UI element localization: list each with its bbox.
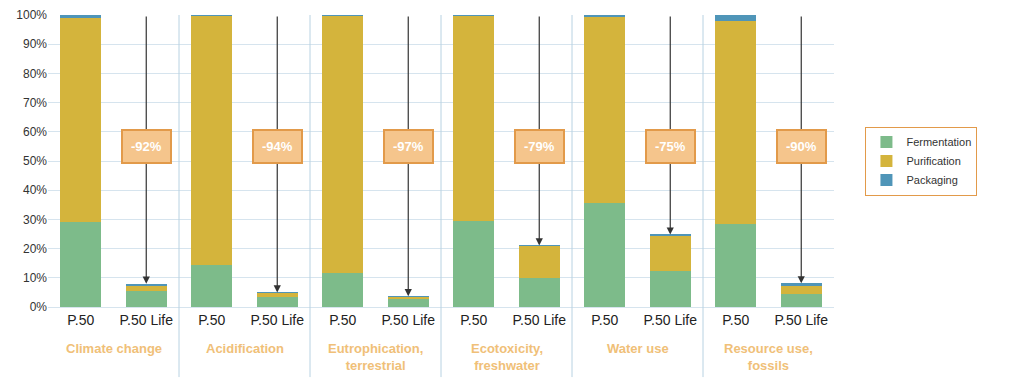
- svg-text:Acidification: Acidification: [206, 341, 284, 356]
- svg-text:Resource use,fossils: Resource use,fossils: [724, 341, 813, 373]
- svg-text:70%: 70%: [23, 96, 47, 110]
- svg-text:30%: 30%: [23, 213, 47, 227]
- svg-text:Purification: Purification: [906, 155, 960, 167]
- svg-text:-97%: -97%: [393, 139, 424, 154]
- svg-text:-75%: -75%: [655, 139, 686, 154]
- svg-text:20%: 20%: [23, 242, 47, 256]
- svg-text:Fermentation: Fermentation: [906, 136, 971, 148]
- svg-text:P.50: P.50: [329, 312, 356, 328]
- svg-text:90%: 90%: [23, 37, 47, 51]
- svg-text:P.50 Life: P.50 Life: [251, 312, 305, 328]
- svg-text:Packaging: Packaging: [906, 174, 957, 186]
- svg-text:100%: 100%: [16, 8, 47, 22]
- svg-text:-94%: -94%: [262, 139, 293, 154]
- svg-text:50%: 50%: [23, 154, 47, 168]
- svg-text:-92%: -92%: [131, 139, 162, 154]
- svg-text:-79%: -79%: [524, 139, 555, 154]
- svg-text:P.50: P.50: [67, 312, 94, 328]
- svg-text:P.50 Life: P.50 Life: [382, 312, 436, 328]
- svg-text:Water use: Water use: [607, 341, 669, 356]
- svg-text:0%: 0%: [30, 300, 48, 314]
- svg-text:P.50 Life: P.50 Life: [513, 312, 567, 328]
- svg-text:Climate change: Climate change: [66, 341, 162, 356]
- svg-text:P.50 Life: P.50 Life: [120, 312, 174, 328]
- svg-text:P.50: P.50: [722, 312, 749, 328]
- svg-text:P.50 Life: P.50 Life: [775, 312, 829, 328]
- svg-text:P.50 Life: P.50 Life: [644, 312, 698, 328]
- svg-text:-90%: -90%: [786, 139, 817, 154]
- svg-text:80%: 80%: [23, 67, 47, 81]
- svg-text:Eutrophication,terrestrial: Eutrophication,terrestrial: [328, 341, 423, 373]
- svg-text:Ecotoxicity,freshwater: Ecotoxicity,freshwater: [471, 341, 543, 373]
- svg-text:40%: 40%: [23, 183, 47, 197]
- svg-text:P.50: P.50: [198, 312, 225, 328]
- svg-text:60%: 60%: [23, 125, 47, 139]
- svg-text:P.50: P.50: [460, 312, 487, 328]
- svg-text:10%: 10%: [23, 271, 47, 285]
- svg-text:P.50: P.50: [591, 312, 618, 328]
